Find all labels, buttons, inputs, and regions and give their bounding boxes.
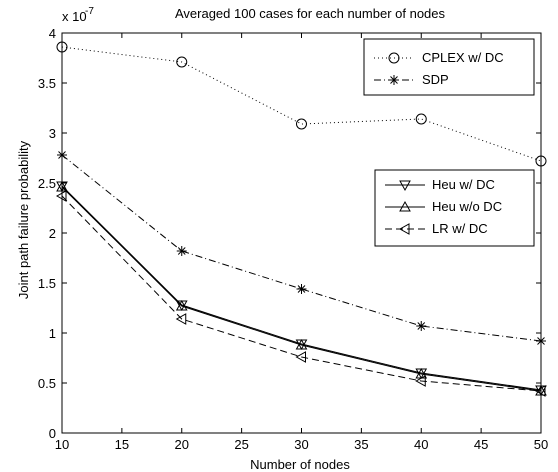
- data-point-cplex-w-dc: [296, 118, 307, 130]
- legend-marker-shape-sdp: [389, 75, 399, 85]
- data-point-cplex-w-dc: [415, 113, 427, 125]
- data-point-heu-w-o-dc: [295, 338, 308, 350]
- series-line-cplex-w-dc: [61, 46, 542, 162]
- x-tick-label: 25: [234, 437, 248, 452]
- data-point-lr-w-dc: [175, 313, 187, 325]
- legend-marker-shape-lr-w-dc: [398, 223, 410, 235]
- series-line-lr-w-dc: [61, 195, 542, 392]
- y-exponent-base: x 10: [62, 9, 87, 24]
- x-tick-label: 20: [175, 437, 189, 452]
- x-tick-label: 10: [55, 437, 69, 452]
- legend-marker-shape-heu-w-o-dc: [399, 200, 411, 212]
- y-tick-label: 4: [49, 26, 56, 41]
- y-tick-label: 3.5: [38, 76, 56, 91]
- x-tick-label: 40: [414, 437, 428, 452]
- legend-label-heu-dc: Heu w/ DC: [432, 177, 495, 192]
- legend-label-sdp: SDP: [422, 72, 449, 87]
- legend-box-top: [363, 38, 535, 96]
- series-line-heu-w-o-dc: [61, 186, 542, 392]
- x-tick-label: 45: [474, 437, 488, 452]
- legend-top-right: CPLEX w/ DC SDP: [363, 38, 535, 96]
- y-tick-label: 3: [49, 126, 56, 141]
- legend-label-cplex: CPLEX w/ DC: [422, 50, 504, 65]
- x-tick-label: 30: [294, 437, 308, 452]
- x-tick-label: 35: [354, 437, 368, 452]
- legend-marker-cplex: [388, 52, 400, 64]
- x-axis-label: Number of nodes: [250, 457, 350, 472]
- legend-marker-shape-heu-w-dc: [399, 180, 411, 192]
- data-point-sdp: [176, 246, 187, 256]
- axis-ticks: 10 15 20 25 30 35 40 45 50 0 0.5 1 1.5 2 2.5 3 3.5 4: [38, 26, 548, 452]
- legend-label-lr-dc: LR w/ DC: [432, 221, 488, 236]
- y-axis-label: Joint path failure probability: [16, 140, 31, 299]
- legend-marker-heu-nodc: [399, 200, 411, 212]
- legend-label-heu-nodc: Heu w/o DC: [432, 199, 502, 214]
- legend-marker-lr-dc: [398, 223, 410, 235]
- chart-title: Averaged 100 cases for each number of no…: [175, 6, 446, 21]
- series-line-heu-w-dc: [61, 185, 542, 391]
- data-point-sdp: [296, 284, 307, 294]
- legend-marker-shape-cplex-w-dc: [388, 52, 400, 64]
- x-tick-label: 15: [115, 437, 129, 452]
- x-tick-label: 50: [534, 437, 548, 452]
- series-line-sdp: [61, 154, 542, 342]
- data-point-cplex-w-dc: [176, 56, 188, 68]
- data-point-heu-w-o-dc: [175, 299, 188, 311]
- data-point-sdp: [416, 321, 427, 331]
- series-lines: [61, 46, 542, 392]
- y-tick-label: 2.5: [38, 176, 56, 191]
- data-point-lr-w-dc: [295, 351, 306, 363]
- y-exponent-power: -7: [85, 6, 94, 17]
- y-tick-label: 0: [49, 426, 56, 441]
- y-tick-label: 1: [49, 326, 56, 341]
- data-point-lr-w-dc: [415, 375, 426, 387]
- y-tick-label: 1.5: [38, 276, 56, 291]
- plot-frame: [61, 32, 542, 434]
- legend-marker-sdp: [389, 75, 399, 85]
- y-tick-label: 2: [49, 226, 56, 241]
- y-exponent: x 10 -7: [62, 6, 94, 24]
- legend-marker-heu-dc: [399, 180, 411, 192]
- legend-middle-right: Heu w/ DC Heu w/o DC LR w/ DC: [374, 169, 535, 247]
- y-tick-label: 0.5: [38, 376, 56, 391]
